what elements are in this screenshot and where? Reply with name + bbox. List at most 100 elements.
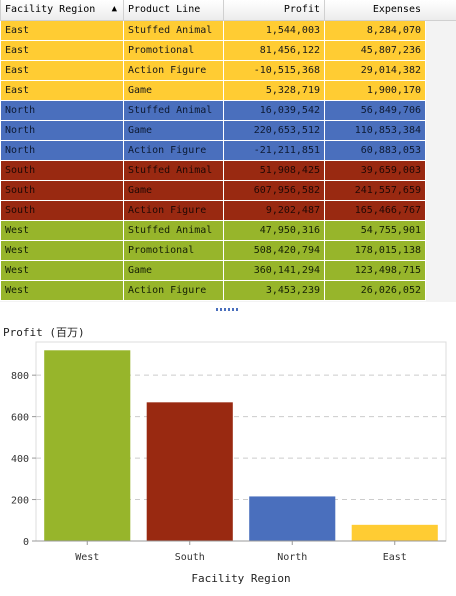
chart-title: Profit (百万) [3, 326, 85, 339]
column-header-label: Product Line [128, 4, 201, 16]
cell-profit: 360,141,294 [223, 259, 325, 281]
cell-expenses: 110,853,384 [324, 119, 426, 141]
cell-profit: -10,515,368 [223, 59, 325, 81]
cell-facility-region: South [0, 179, 124, 201]
column-header-label: Profit [283, 4, 320, 16]
cell-product-line: Game [123, 179, 224, 201]
cell-profit: 47,950,316 [223, 219, 325, 241]
cell-facility-region: East [0, 19, 124, 41]
x-tick-label: South [175, 552, 205, 563]
cell-profit: -21,211,851 [223, 139, 325, 161]
cell-profit: 9,202,487 [223, 199, 325, 221]
cell-profit: 607,956,582 [223, 179, 325, 201]
cell-facility-region: East [0, 79, 124, 101]
table-row[interactable]: North Stuffed Animal 16,039,542 56,849,706 [0, 99, 426, 121]
column-header-expenses[interactable]: Expenses [324, 0, 426, 21]
x-tick-label: East [383, 552, 407, 563]
cell-expenses: 45,807,236 [324, 39, 426, 61]
table-row[interactable]: South Stuffed Animal 51,908,425 39,659,003 [0, 159, 426, 181]
cell-expenses: 60,883,053 [324, 139, 426, 161]
cell-expenses: 165,466,767 [324, 199, 426, 221]
cell-expenses: 1,900,170 [324, 79, 426, 101]
splitter-grip-icon[interactable] [216, 308, 240, 311]
cell-expenses: 26,026,052 [324, 279, 426, 301]
cell-product-line: Promotional [123, 239, 224, 261]
cell-facility-region: West [0, 259, 124, 281]
sort-ascending-icon[interactable]: ▲ [111, 4, 117, 15]
bar-south [146, 402, 233, 541]
cell-product-line: Game [123, 119, 224, 141]
cell-expenses: 56,849,706 [324, 99, 426, 121]
cell-product-line: Stuffed Animal [123, 19, 224, 41]
data-grid: Facility Region ▲ Product Line Profit Ex… [0, 0, 456, 302]
cell-facility-region: North [0, 99, 124, 121]
cell-product-line: Game [123, 79, 224, 101]
cell-product-line: Action Figure [123, 199, 224, 221]
column-header-facility-region[interactable]: Facility Region ▲ [0, 0, 124, 21]
table-row[interactable]: West Game 360,141,294 123,498,715 [0, 259, 426, 281]
cell-expenses: 178,015,138 [324, 239, 426, 261]
table-body: East Stuffed Animal 1,544,003 8,284,070 East… [0, 19, 426, 301]
table-row[interactable]: East Promotional 81,456,122 45,807,236 [0, 39, 426, 61]
bar-chart: 0 200 400 600 800 West South North East Facility … [0, 338, 456, 593]
cell-product-line: Game [123, 259, 224, 281]
cell-expenses: 29,014,382 [324, 59, 426, 81]
cell-expenses: 241,557,659 [324, 179, 426, 201]
bar-east [351, 524, 438, 541]
y-tick-label: 400 [11, 454, 29, 465]
header-filler [425, 0, 456, 21]
cell-product-line: Action Figure [123, 139, 224, 161]
cell-expenses: 123,498,715 [324, 259, 426, 281]
table-row[interactable]: West Stuffed Animal 47,950,316 54,755,901 [0, 219, 426, 241]
cell-facility-region: South [0, 159, 124, 181]
column-header-profit[interactable]: Profit [223, 0, 325, 21]
table-row[interactable]: West Action Figure 3,453,239 26,026,052 [0, 279, 426, 301]
cell-profit: 3,453,239 [223, 279, 325, 301]
cell-facility-region: East [0, 39, 124, 61]
panel-splitter[interactable] [0, 302, 456, 318]
cell-product-line: Stuffed Animal [123, 99, 224, 121]
cell-profit: 5,328,719 [223, 79, 325, 101]
cell-expenses: 54,755,901 [324, 219, 426, 241]
table-header-row: Facility Region ▲ Product Line Profit Ex… [0, 0, 426, 21]
cell-product-line: Action Figure [123, 59, 224, 81]
cell-facility-region: West [0, 239, 124, 261]
table-row[interactable]: North Game 220,653,512 110,853,384 [0, 119, 426, 141]
cell-facility-region: West [0, 219, 124, 241]
cell-facility-region: North [0, 139, 124, 161]
bar-chart-svg: 0 200 400 600 800 West South North East Facility … [11, 341, 447, 585]
cell-profit: 81,456,122 [223, 39, 325, 61]
x-axis-title: Facility Region [191, 572, 290, 585]
x-tick-label: West [75, 552, 99, 563]
cell-profit: 16,039,542 [223, 99, 325, 121]
y-tick-label: 600 [11, 413, 29, 424]
cell-facility-region: South [0, 199, 124, 221]
column-header-label: Facility Region [5, 4, 96, 16]
table-row[interactable]: East Stuffed Animal 1,544,003 8,284,070 [0, 19, 426, 41]
table-row[interactable]: East Action Figure -10,515,368 29,014,382 [0, 59, 426, 81]
table-row[interactable]: South Action Figure 9,202,487 165,466,767 [0, 199, 426, 221]
bar-north [249, 496, 336, 541]
cell-profit: 508,420,794 [223, 239, 325, 261]
data-table: Facility Region ▲ Product Line Profit Ex… [0, 0, 426, 301]
column-header-label: Expenses [372, 4, 421, 16]
table-row[interactable]: South Game 607,956,582 241,557,659 [0, 179, 426, 201]
cell-facility-region: North [0, 119, 124, 141]
cell-facility-region: West [0, 279, 124, 301]
cell-product-line: Stuffed Animal [123, 159, 224, 181]
cell-expenses: 8,284,070 [324, 19, 426, 41]
table-row[interactable]: West Promotional 508,420,794 178,015,138 [0, 239, 426, 261]
table-row[interactable]: East Game 5,328,719 1,900,170 [0, 79, 426, 101]
x-tick-label: North [277, 552, 307, 563]
cell-profit: 1,544,003 [223, 19, 325, 41]
cell-product-line: Stuffed Animal [123, 219, 224, 241]
column-header-product-line[interactable]: Product Line [123, 0, 224, 21]
table-row[interactable]: North Action Figure -21,211,851 60,883,053 [0, 139, 426, 161]
y-tick-label: 200 [11, 496, 29, 507]
cell-expenses: 39,659,003 [324, 159, 426, 181]
y-tick-label: 0 [23, 537, 29, 548]
cell-profit: 220,653,512 [223, 119, 325, 141]
cell-product-line: Action Figure [123, 279, 224, 301]
cell-product-line: Promotional [123, 39, 224, 61]
y-tick-label: 800 [11, 371, 29, 382]
